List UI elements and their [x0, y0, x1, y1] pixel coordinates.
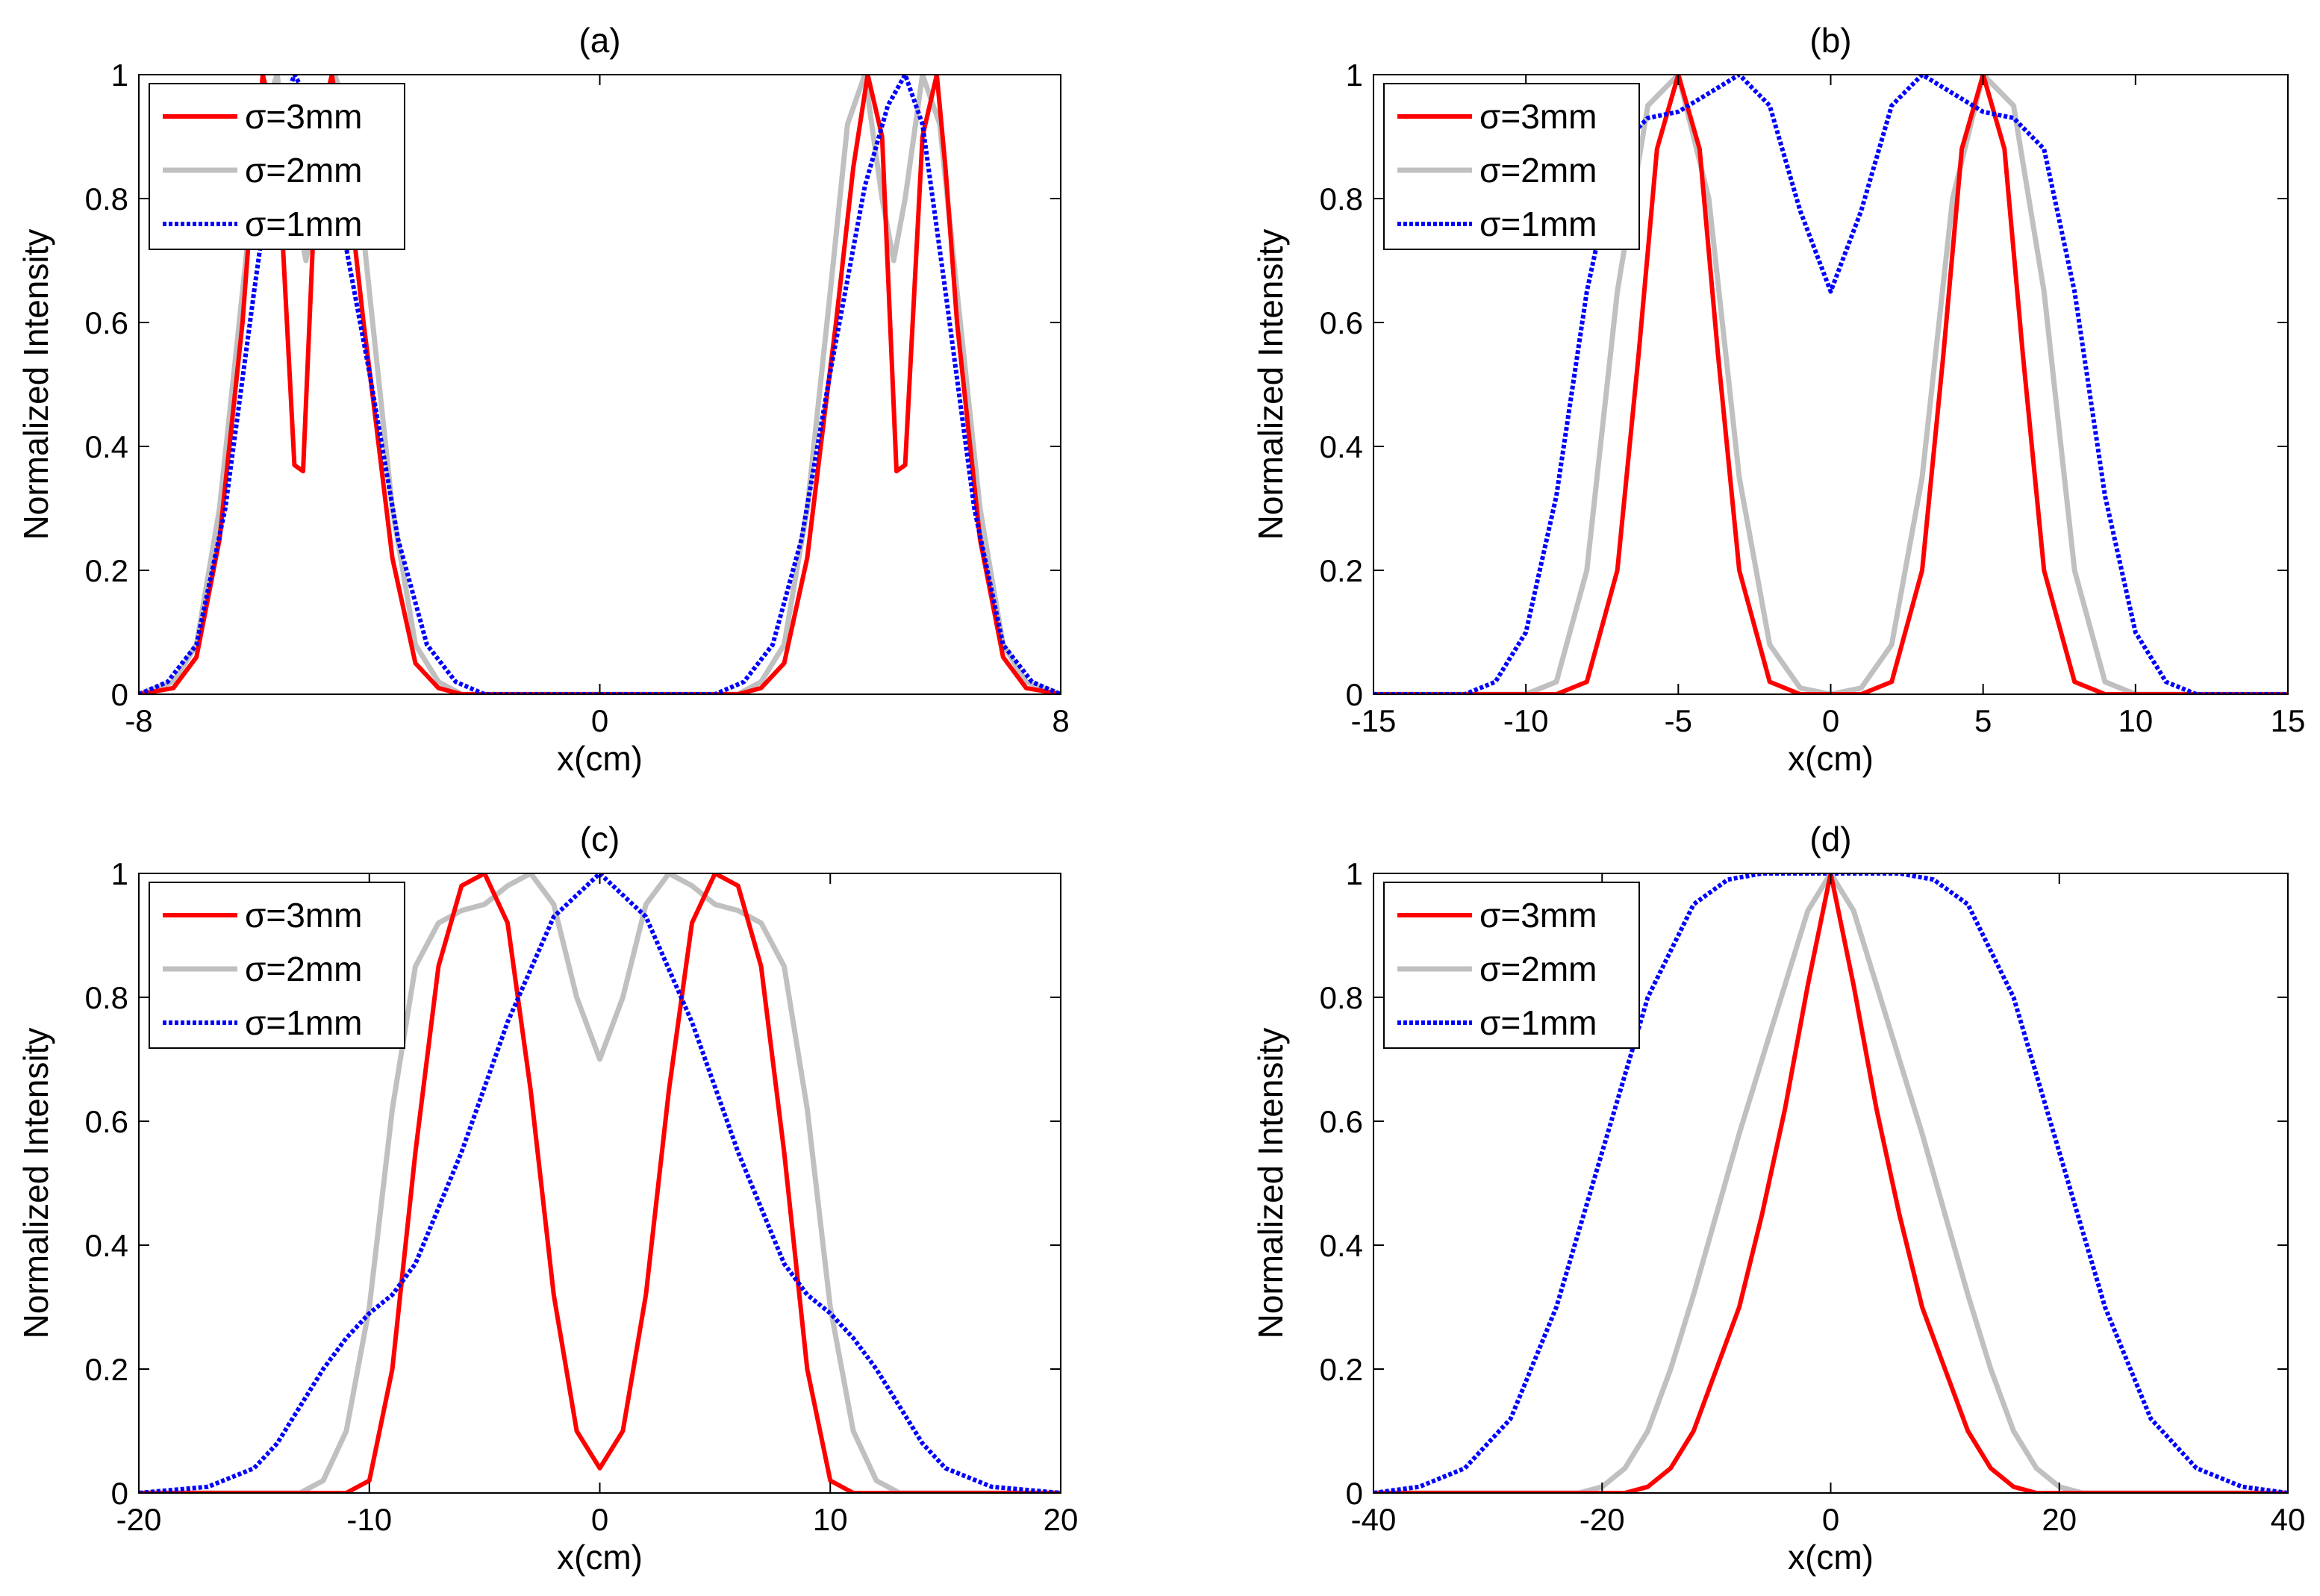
legend-label: σ=2mm: [1479, 950, 1597, 988]
series-line-sigma-3mm: [1373, 873, 2288, 1493]
y-tick-label: 1: [111, 57, 128, 93]
legend-label: σ=2mm: [245, 151, 362, 190]
y-tick-label: 0.6: [1320, 305, 1363, 340]
y-tick-label: 0.2: [1320, 1352, 1363, 1387]
x-axis-label: x(cm): [557, 1538, 643, 1577]
y-tick-label: 0.6: [85, 305, 128, 340]
series-line-sigma-3mm: [1373, 75, 2288, 694]
x-tick-label: 0: [591, 703, 608, 738]
legend-label: σ=1mm: [1479, 1003, 1597, 1042]
y-axis-label: Normalized Intensity: [16, 1028, 55, 1339]
legend-box: [1383, 83, 1640, 250]
legend-box: [149, 882, 405, 1049]
x-tick-label: 8: [1052, 703, 1069, 738]
legend-label: σ=1mm: [245, 1003, 362, 1042]
x-tick-label: 15: [2271, 703, 2306, 738]
x-tick-label: 20: [1044, 1502, 1079, 1537]
legend-box: [149, 83, 405, 250]
y-tick-label: 0.8: [1320, 980, 1363, 1015]
chart-panel-a: -8 0 800.20.40.60.81(a)x(cm)Normalized Int…: [16, 21, 1070, 778]
series-line-sigma-1mm: [139, 75, 1061, 694]
x-tick-label: 5: [1974, 703, 1992, 738]
legend-label: σ=2mm: [1479, 151, 1597, 190]
legend: σ=3mm σ=2mm σ=1mm: [149, 83, 405, 250]
x-tick-label: 10: [2118, 703, 2153, 738]
chart-panel-b: -15 -10 -5 0 5 10 15 0 0.2 0.4 0.6 0.8 1 (b) x(cm) Norm…: [1251, 21, 2305, 778]
y-tick-label: 0: [111, 677, 128, 712]
x-tick-label: 10: [813, 1502, 848, 1537]
y-tick-label: 0.2: [85, 1352, 128, 1387]
x-axis-label: x(cm): [557, 739, 643, 778]
x-axis-label: x(cm): [1788, 1538, 1874, 1577]
y-tick-label: 1: [1346, 856, 1363, 891]
x-tick-label: 0: [1822, 703, 1839, 738]
series-line-sigma-1mm: [139, 873, 1061, 1493]
y-tick-label: 0.2: [1320, 553, 1363, 588]
chart-panel-c: -20 -10 0 10 20 0 0.2 0.4 0.6 0.8 1 (c) x(cm) Normali…: [16, 820, 1078, 1577]
y-tick-label: 1: [1346, 57, 1363, 93]
y-tick-label: 0.4: [85, 1228, 128, 1263]
x-tick-label: 0: [1822, 1502, 1839, 1537]
y-tick-label: 0.6: [1320, 1104, 1363, 1139]
legend-label: σ=3mm: [1479, 97, 1597, 136]
y-tick-label: 1: [111, 856, 128, 891]
y-axis-label: Normalized Intensity: [1251, 1028, 1290, 1339]
x-tick-label: -40: [1351, 1502, 1397, 1537]
x-tick-label: -20: [1580, 1502, 1625, 1537]
legend-label: σ=1mm: [1479, 205, 1597, 243]
y-axis-label: Normalized Intensity: [1251, 229, 1290, 540]
x-tick-label: -8: [125, 703, 152, 738]
y-tick-label: 0.4: [85, 429, 128, 464]
y-tick-label: 0: [111, 1476, 128, 1511]
series-line-sigma-2mm: [1373, 873, 2288, 1493]
x-tick-label: -15: [1351, 703, 1397, 738]
legend-label: σ=2mm: [245, 950, 362, 988]
legend-label: σ=1mm: [245, 205, 362, 243]
legend-label: σ=3mm: [1479, 896, 1597, 935]
legend: σ=3mm σ=2mm σ=1mm: [1383, 882, 1640, 1049]
legend-box: [1383, 882, 1640, 1049]
y-tick-label: 0: [1346, 1476, 1363, 1511]
x-tick-label: 40: [2271, 1502, 2306, 1537]
legend: σ=3mm σ=2mm σ=1mm: [149, 882, 405, 1049]
panel-title: (a): [579, 21, 620, 60]
series-line-sigma-2mm: [1373, 75, 2288, 694]
x-tick-label: -10: [346, 1502, 392, 1537]
y-axis-label: Normalized Intensity: [16, 229, 55, 540]
chart-panel-d: -40 -20 0 20 40 0 0.2 0.4 0.6 0.8 1 (d) x(cm) Normali…: [1251, 820, 2305, 1577]
x-tick-label: 20: [2042, 1502, 2077, 1537]
y-tick-label: 0.8: [85, 181, 128, 216]
y-tick-label: 0.4: [1320, 1228, 1363, 1263]
x-tick-label: -10: [1503, 703, 1549, 738]
x-tick-label: -20: [116, 1502, 162, 1537]
panel-title: (c): [580, 820, 620, 858]
x-tick-label: 0: [591, 1502, 608, 1537]
series-line-sigma-3mm: [139, 873, 1061, 1493]
y-tick-label: 0.8: [1320, 181, 1363, 216]
legend-label: σ=3mm: [245, 97, 362, 136]
y-tick-label: 0.8: [85, 980, 128, 1015]
legend-label: σ=3mm: [245, 896, 362, 935]
legend: σ=3mm σ=2mm σ=1mm: [1383, 83, 1640, 250]
series-line-sigma-2mm: [139, 873, 1061, 1493]
y-tick-label: 0.2: [85, 553, 128, 588]
y-tick-label: 0.6: [85, 1104, 128, 1139]
panel-title: (b): [1809, 21, 1851, 60]
panel-title: (d): [1809, 820, 1851, 858]
y-tick-label: 0.4: [1320, 429, 1363, 464]
x-tick-label: -5: [1665, 703, 1692, 738]
series-line-sigma-1mm: [1373, 75, 2288, 694]
y-tick-label: 0: [1346, 677, 1363, 712]
x-axis-label: x(cm): [1788, 739, 1874, 778]
